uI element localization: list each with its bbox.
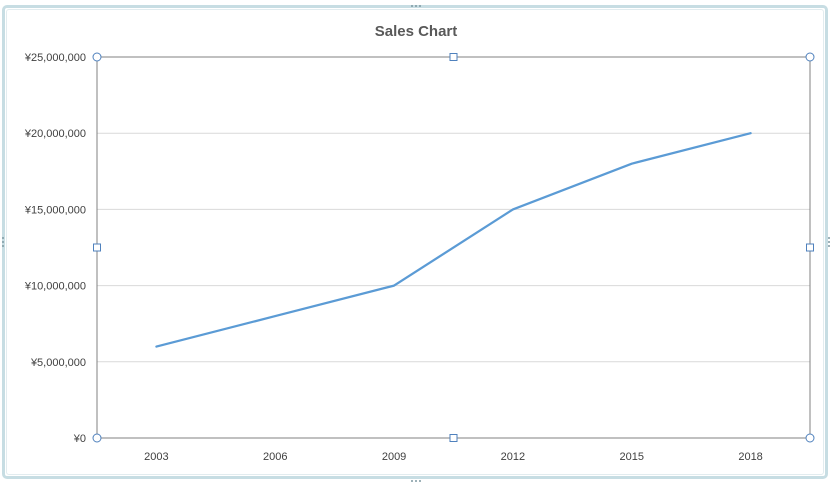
series-layer xyxy=(153,130,754,350)
side-resize-handle[interactable] xyxy=(806,243,814,252)
corner-resize-handle[interactable] xyxy=(92,52,102,62)
side-resize-handle[interactable] xyxy=(93,243,101,252)
data-point[interactable] xyxy=(629,161,635,167)
data-point[interactable] xyxy=(153,344,159,350)
data-point[interactable] xyxy=(272,313,278,319)
data-point[interactable] xyxy=(748,130,754,136)
y-tick-label: ¥15,000,000 xyxy=(24,204,86,216)
corner-resize-handle[interactable] xyxy=(92,433,102,443)
data-point[interactable] xyxy=(510,206,516,212)
y-tick-label: ¥0 xyxy=(73,433,86,445)
x-axis-tick-labels: 2003 2006 2009 2012 2015 2018 xyxy=(144,451,763,463)
x-tick-label: 2003 xyxy=(144,451,168,463)
frame-bottom-grip[interactable] xyxy=(411,480,421,482)
side-resize-handle[interactable] xyxy=(449,53,458,61)
y-tick-label: ¥10,000,000 xyxy=(24,281,86,293)
x-tick-label: 2012 xyxy=(501,451,525,463)
y-tick-label: ¥25,000,000 xyxy=(24,52,86,64)
corner-resize-handle[interactable] xyxy=(805,52,815,62)
gridlines xyxy=(97,132,810,363)
side-resize-handle[interactable] xyxy=(449,434,458,442)
chart-frame[interactable] xyxy=(2,5,828,479)
chart-title: Sales Chart xyxy=(375,23,458,40)
y-axis-tick-labels: ¥0 ¥5,000,000 ¥10,000,000 ¥15,000,000 ¥20,00… xyxy=(24,52,86,445)
corner-resize-handle[interactable] xyxy=(805,433,815,443)
x-tick-label: 2006 xyxy=(263,451,287,463)
data-point[interactable] xyxy=(391,283,397,289)
frame-top-grip[interactable] xyxy=(411,5,421,7)
y-tick-label: ¥5,000,000 xyxy=(30,357,86,369)
series-line[interactable] xyxy=(155,132,752,348)
frame-left-grip[interactable] xyxy=(2,237,4,247)
x-tick-label: 2009 xyxy=(382,451,406,463)
selection-handles xyxy=(92,52,815,443)
chart-frame-inner-border xyxy=(6,9,824,475)
x-tick-label: 2018 xyxy=(738,451,762,463)
y-tick-label: ¥20,000,000 xyxy=(24,128,86,140)
frame-right-grip[interactable] xyxy=(828,237,830,247)
x-tick-label: 2015 xyxy=(620,451,644,463)
